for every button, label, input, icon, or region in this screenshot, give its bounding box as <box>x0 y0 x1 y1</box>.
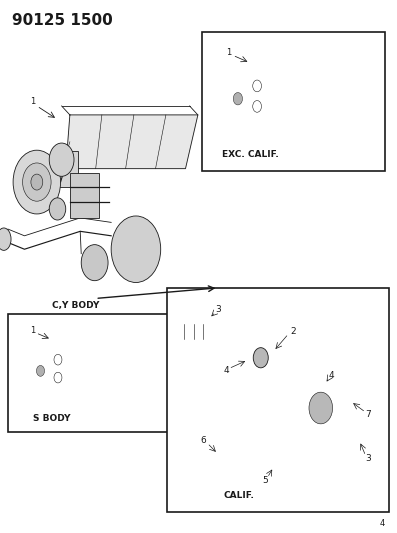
Text: EXC. CALIF.: EXC. CALIF. <box>222 150 278 159</box>
Circle shape <box>37 366 44 376</box>
Text: 2: 2 <box>290 327 296 336</box>
Circle shape <box>49 143 74 176</box>
Bar <box>301 73 339 124</box>
Circle shape <box>22 346 59 395</box>
Circle shape <box>253 348 268 368</box>
Bar <box>63 349 98 393</box>
Text: CALIF.: CALIF. <box>224 491 255 500</box>
Circle shape <box>31 174 43 190</box>
Text: 7: 7 <box>365 410 371 419</box>
Text: 6: 6 <box>200 437 206 445</box>
Text: 4: 4 <box>224 366 229 375</box>
Bar <box>167 288 389 512</box>
Bar <box>8 314 175 432</box>
Circle shape <box>137 378 147 391</box>
Circle shape <box>342 462 353 477</box>
Bar <box>53 151 78 187</box>
Text: 1: 1 <box>227 48 232 57</box>
Text: 5: 5 <box>262 475 268 484</box>
Text: C,Y BODY: C,Y BODY <box>52 301 99 310</box>
Circle shape <box>31 357 50 384</box>
Text: S BODY: S BODY <box>33 415 70 423</box>
Circle shape <box>345 107 355 121</box>
Circle shape <box>212 472 224 488</box>
Text: 3: 3 <box>365 454 371 463</box>
Circle shape <box>226 83 249 114</box>
Circle shape <box>111 216 161 282</box>
Ellipse shape <box>0 228 11 251</box>
Circle shape <box>81 245 108 281</box>
Text: 3: 3 <box>215 305 221 314</box>
Circle shape <box>310 462 321 477</box>
Circle shape <box>13 150 61 214</box>
Circle shape <box>23 163 51 201</box>
Bar <box>98 349 133 393</box>
Circle shape <box>309 392 333 424</box>
Bar <box>262 73 301 124</box>
Circle shape <box>49 198 66 220</box>
Bar <box>299 393 364 463</box>
Text: 4: 4 <box>329 371 334 379</box>
Text: 4: 4 <box>380 519 385 528</box>
Circle shape <box>217 70 259 127</box>
Text: 90125 1500: 90125 1500 <box>12 13 113 28</box>
Text: 1: 1 <box>30 326 35 335</box>
Bar <box>202 32 385 171</box>
Bar <box>70 173 99 218</box>
Circle shape <box>233 93 243 105</box>
FancyBboxPatch shape <box>175 316 214 348</box>
Circle shape <box>299 379 342 437</box>
Circle shape <box>365 417 376 431</box>
Text: 1: 1 <box>30 97 35 106</box>
Polygon shape <box>66 115 198 168</box>
